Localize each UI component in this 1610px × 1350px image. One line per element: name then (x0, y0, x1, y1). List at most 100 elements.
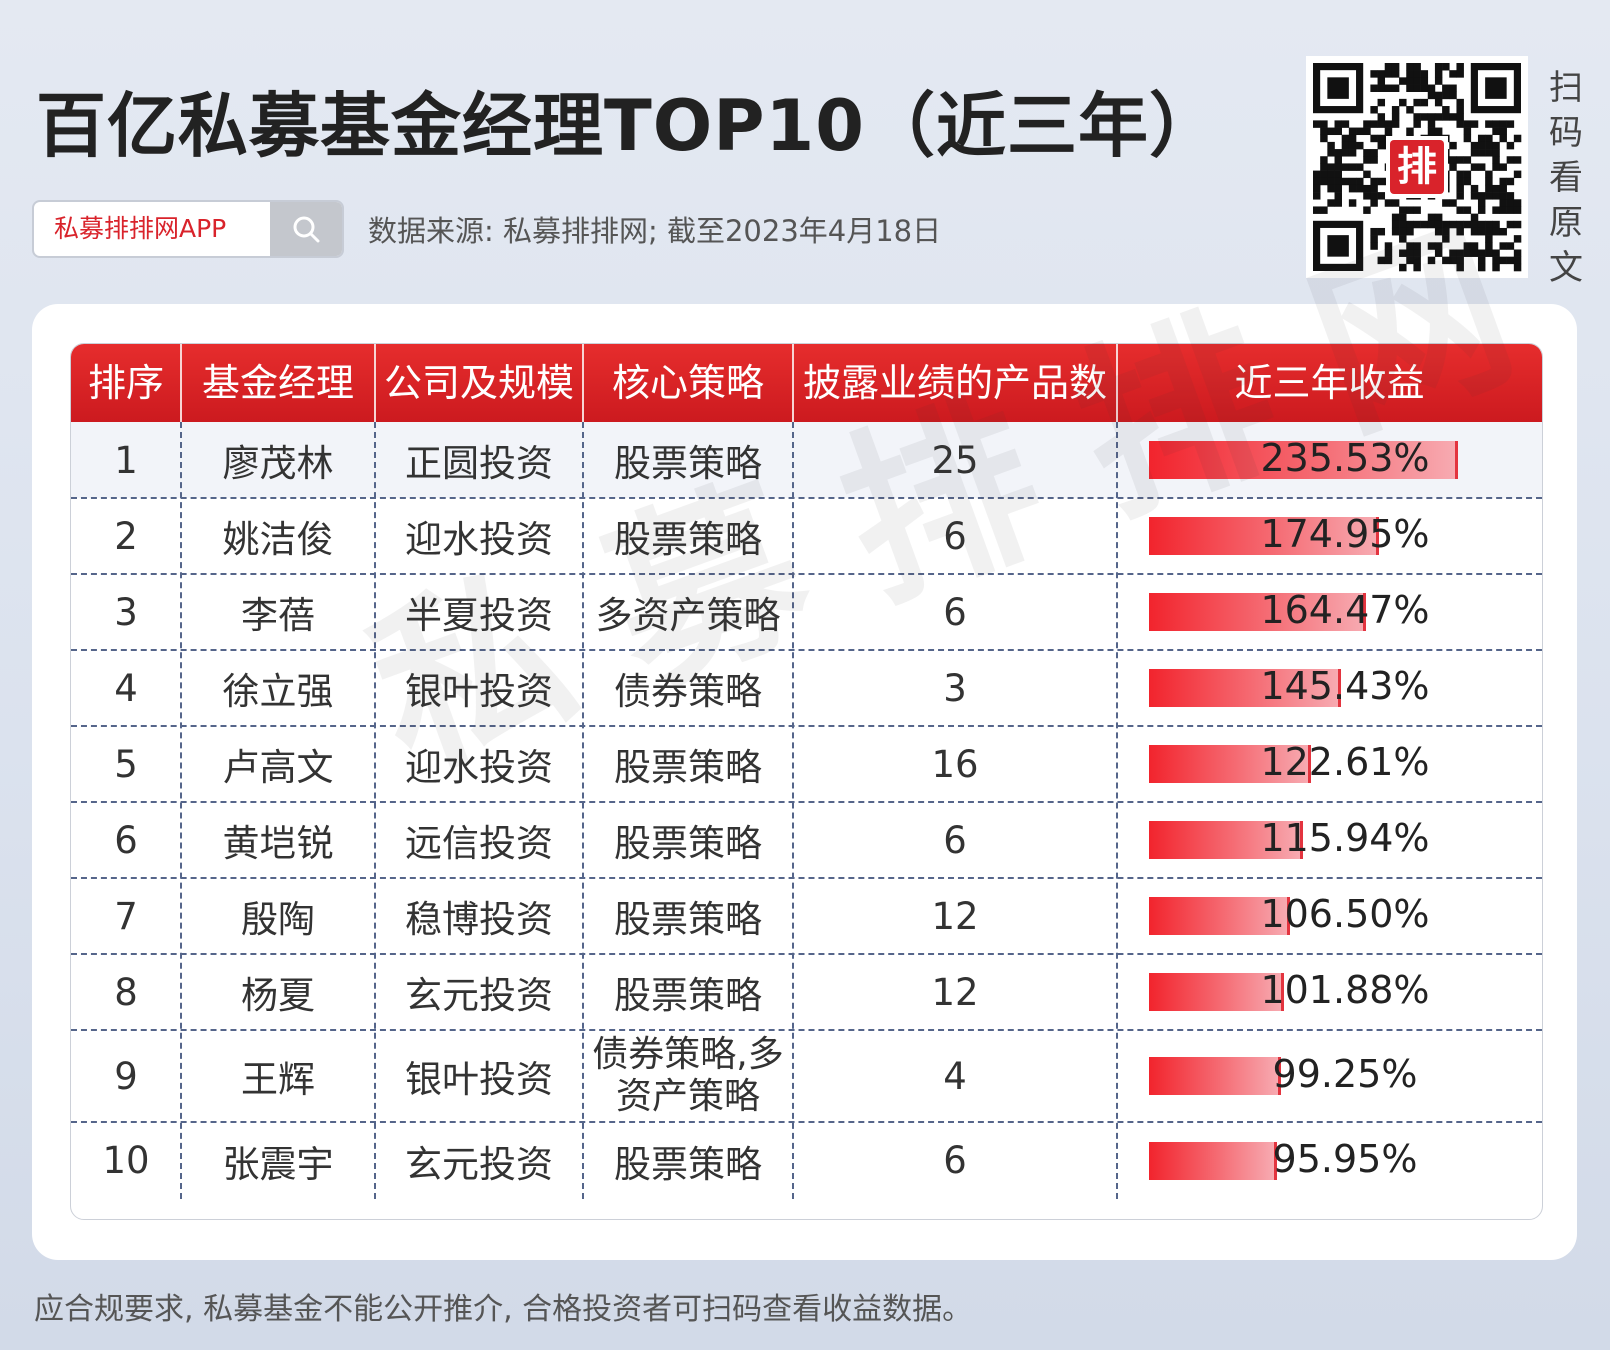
return-bar (1149, 973, 1284, 1011)
cell-products: 12 (931, 894, 979, 938)
cell-company: 银叶投资 (405, 670, 553, 713)
header-separator (180, 344, 182, 422)
table-row: 6 黄垲锐 远信投资 股票策略 6 115.94% (71, 802, 1542, 878)
header-products: 披露业绩的产品数 (802, 361, 1107, 405)
return-label: 145.43% (1260, 664, 1430, 708)
scan-hint: 扫码看原文 (1549, 68, 1583, 288)
footer-note: 应合规要求, 私募基金不能公开推介, 合格投资者可扫码查看收益数据。 (34, 1292, 973, 1327)
column-separator (582, 422, 584, 1199)
row-separator (71, 1029, 1542, 1031)
table-row: 3 李蓓 半夏投资 多资产策略 6 164.47% (71, 574, 1542, 650)
row-separator (71, 801, 1542, 803)
cell-rank: 5 (114, 742, 138, 786)
cell-company: 迎水投资 (405, 518, 553, 561)
table-header: 排序 基金经理 公司及规模 核心策略 披露业绩的产品数 近三年收益 (71, 344, 1542, 422)
return-bar (1149, 669, 1341, 707)
cell-company: 迎水投资 (405, 746, 553, 789)
cell-manager: 黄垲锐 (222, 822, 334, 865)
cell-strategy: 多资产策略 (595, 594, 781, 637)
row-separator (71, 725, 1542, 727)
header-separator (792, 344, 794, 422)
table-row: 10 张震宇 玄元投资 股票策略 6 95.95% (71, 1122, 1542, 1199)
search-icon (293, 216, 320, 243)
row-separator (71, 649, 1542, 651)
column-separator (374, 422, 376, 1199)
return-bar (1149, 745, 1311, 783)
cell-strategy: 股票策略 (614, 898, 762, 941)
cell-strategy: 股票策略 (614, 974, 762, 1017)
cell-manager: 王辉 (241, 1058, 315, 1101)
cell-company: 正圆投资 (405, 442, 553, 485)
search-button[interactable] (270, 202, 342, 256)
header-manager: 基金经理 (201, 361, 354, 405)
page-title: 百亿私募基金经理TOP10（近三年） (36, 85, 1220, 167)
row-separator (71, 953, 1542, 955)
ranking-table: 排序 基金经理 公司及规模 核心策略 披露业绩的产品数 近三年收益 1 廖茂林 正圆投资 股票策… (70, 343, 1543, 1220)
header-strategy: 核心策略 (611, 361, 764, 405)
cell-company: 银叶投资 (405, 1058, 553, 1101)
search-text: 私募排排网APP (54, 214, 227, 243)
cell-rank: 8 (114, 970, 138, 1014)
return-bar (1149, 1057, 1281, 1095)
header-return: 近三年收益 (1234, 361, 1425, 405)
return-bar (1149, 517, 1379, 555)
return-bar (1149, 897, 1290, 935)
cell-products: 16 (931, 742, 979, 786)
return-label: 122.61% (1260, 740, 1430, 784)
table-row: 2 姚洁俊 迎水投资 股票策略 6 174.95% (71, 498, 1542, 574)
header-separator (582, 344, 584, 422)
header-rank: 排序 (87, 361, 164, 405)
column-separator (792, 422, 794, 1199)
row-separator (71, 573, 1542, 575)
cell-manager: 姚洁俊 (222, 518, 334, 561)
cell-company: 玄元投资 (405, 974, 553, 1017)
cell-company: 玄元投资 (405, 1142, 553, 1186)
row-separator (71, 1121, 1542, 1123)
return-label: 99.25% (1272, 1052, 1418, 1096)
cell-manager: 李蓓 (241, 594, 315, 637)
cell-manager: 殷陶 (241, 898, 315, 941)
cell-company: 远信投资 (405, 822, 553, 865)
cell-rank: 6 (114, 818, 138, 862)
cell-products: 4 (943, 1054, 967, 1098)
search-bar[interactable]: 私募排排网APP (32, 200, 344, 258)
cell-strategy: 股票策略 (614, 1142, 762, 1186)
cell-manager: 张震宇 (222, 1142, 334, 1186)
return-label: 95.95% (1272, 1136, 1418, 1181)
return-label: 235.53% (1260, 436, 1430, 480)
return-label: 106.50% (1260, 892, 1430, 936)
row-separator (71, 497, 1542, 499)
return-bar (1149, 821, 1303, 859)
cell-strategy: 股票策略 (614, 746, 762, 789)
table-row: 9 王辉 银叶投资 债券策略,多资产策略 4 99.25% (71, 1030, 1542, 1122)
qr-logo-text: 排 (1397, 144, 1437, 190)
return-bar (1149, 1141, 1277, 1180)
header-separator (1116, 344, 1118, 422)
return-label: 174.95% (1260, 512, 1430, 556)
data-source: 数据来源: 私募排排网; 截至2023年4月18日 (368, 214, 942, 248)
cell-products: 12 (931, 970, 979, 1014)
header-separator (374, 344, 376, 422)
cell-rank: 2 (114, 514, 138, 558)
column-separator (180, 422, 182, 1199)
qr-code[interactable]: 排 (1306, 56, 1528, 278)
cell-products: 6 (943, 1139, 967, 1182)
table-row: 5 卢高文 迎水投资 股票策略 16 122.61% (71, 726, 1542, 802)
return-bar (1149, 441, 1458, 479)
cell-products: 25 (931, 438, 979, 482)
cell-manager: 徐立强 (222, 670, 334, 713)
return-label: 164.47% (1260, 588, 1430, 632)
cell-company: 半夏投资 (405, 594, 553, 637)
cell-strategy: 股票策略 (614, 442, 762, 485)
cell-manager: 廖茂林 (222, 442, 334, 485)
row-separator (71, 877, 1542, 879)
return-label: 101.88% (1260, 968, 1430, 1012)
cell-products: 6 (943, 818, 967, 862)
cell-rank: 7 (114, 894, 138, 938)
cell-strategy: 股票策略 (614, 518, 762, 561)
cell-products: 3 (943, 666, 967, 710)
cell-manager: 杨夏 (241, 974, 315, 1017)
return-bar (1149, 593, 1366, 631)
cell-rank: 3 (114, 590, 138, 634)
cell-strategy: 债券策略,多资产策略 (592, 1034, 784, 1117)
